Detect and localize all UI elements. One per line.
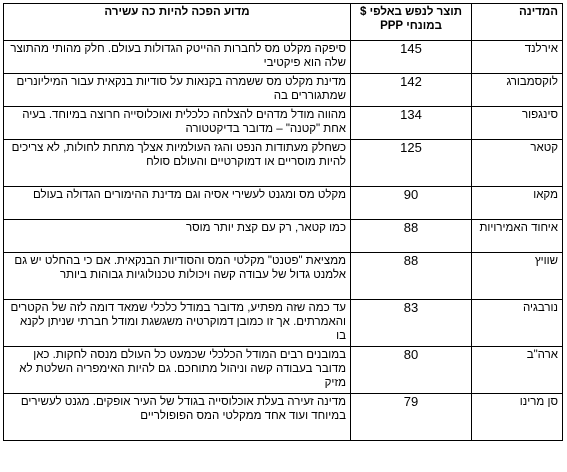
gdp-cell: 88 bbox=[350, 252, 472, 300]
reason-cell: במובנים רבים המודל הכלכלי שכמעט כל העולם… bbox=[3, 346, 351, 394]
table-row: איחוד האמירויות 88 כמו קטאר, רק עם קצת י… bbox=[3, 219, 563, 253]
gdp-cell: 145 bbox=[350, 40, 472, 74]
table-row: אירלנד 145 סיפקה מקלט מס לחברות ההייטק ה… bbox=[3, 40, 563, 74]
country-cell: איחוד האמירויות bbox=[471, 219, 563, 253]
header-country: המדינה bbox=[471, 3, 563, 41]
gdp-cell: 142 bbox=[350, 73, 472, 107]
reason-cell: מקלט מס ומגנט לעשירי אסיה וגם מדינת ההימ… bbox=[3, 186, 351, 220]
rich-countries-table: המדינה תוצר לנפש באלפי $ במונחי PPP מדוע… bbox=[3, 3, 563, 441]
header-gdp: תוצר לנפש באלפי $ במונחי PPP bbox=[350, 3, 472, 41]
header-reason: מדוע הפכה להיות כה עשירה bbox=[3, 3, 351, 41]
country-cell: קטאר bbox=[471, 139, 563, 187]
gdp-cell: 90 bbox=[350, 186, 472, 220]
gdp-cell: 125 bbox=[350, 139, 472, 187]
table-row: סינגפור 134 מהווה מודל מדהים להצלחה כלכל… bbox=[3, 106, 563, 140]
reason-cell: עד כמה שזה מפתיע, מדובר במודל כלכלי שמאד… bbox=[3, 299, 351, 347]
gdp-cell: 134 bbox=[350, 106, 472, 140]
table-row: מקאו 90 מקלט מס ומגנט לעשירי אסיה וגם מד… bbox=[3, 186, 563, 220]
table-row: לוקסמבורג 142 מדינת מקלט מס ששמרה בקנאות… bbox=[3, 73, 563, 107]
country-cell: נורבגיה bbox=[471, 299, 563, 347]
reason-cell: כמו קטאר, רק עם קצת יותר מוסר bbox=[3, 219, 351, 253]
gdp-cell: 79 bbox=[350, 393, 472, 441]
table-row: קטאר 125 כשחלק מעתודות הנפט והגז העולמיו… bbox=[3, 139, 563, 187]
country-cell: אירלנד bbox=[471, 40, 563, 74]
country-cell: סן מרינו bbox=[471, 393, 563, 441]
reason-cell: סיפקה מקלט מס לחברות ההייטק הגדולות בעול… bbox=[3, 40, 351, 74]
gdp-cell: 83 bbox=[350, 299, 472, 347]
reason-cell: כשחלק מעתודות הנפט והגז העולמיות אצלך מת… bbox=[3, 139, 351, 187]
reason-cell: מדינת מקלט מס ששמרה בקנאות על סודיות בנק… bbox=[3, 73, 351, 107]
country-cell: ארה"ב bbox=[471, 346, 563, 394]
country-cell: סינגפור bbox=[471, 106, 563, 140]
table-row: נורבגיה 83 עד כמה שזה מפתיע, מדובר במודל… bbox=[3, 299, 563, 347]
reason-cell: מהווה מודל מדהים להצלחה כלכלית ואוכלוסיי… bbox=[3, 106, 351, 140]
table-wrapper: המדינה תוצר לנפש באלפי $ במונחי PPP מדוע… bbox=[3, 3, 563, 441]
gdp-cell: 88 bbox=[350, 219, 472, 253]
table-row: סן מרינו 79 מדינה זעירה בעלת אוכלוסייה ב… bbox=[3, 393, 563, 441]
table-row: ארה"ב 80 במובנים רבים המודל הכלכלי שכמעט… bbox=[3, 346, 563, 394]
gdp-cell: 80 bbox=[350, 346, 472, 394]
reason-cell: ממציאת "פטנט" מקלטי המס והסודיות הבנקאית… bbox=[3, 252, 351, 300]
reason-cell: מדינה זעירה בעלת אוכלוסייה בגודל של העיר… bbox=[3, 393, 351, 441]
header-row: המדינה תוצר לנפש באלפי $ במונחי PPP מדוע… bbox=[3, 3, 563, 41]
table-row: שוויץ 88 ממציאת "פטנט" מקלטי המס והסודיו… bbox=[3, 252, 563, 300]
country-cell: לוקסמבורג bbox=[471, 73, 563, 107]
country-cell: שוויץ bbox=[471, 252, 563, 300]
country-cell: מקאו bbox=[471, 186, 563, 220]
